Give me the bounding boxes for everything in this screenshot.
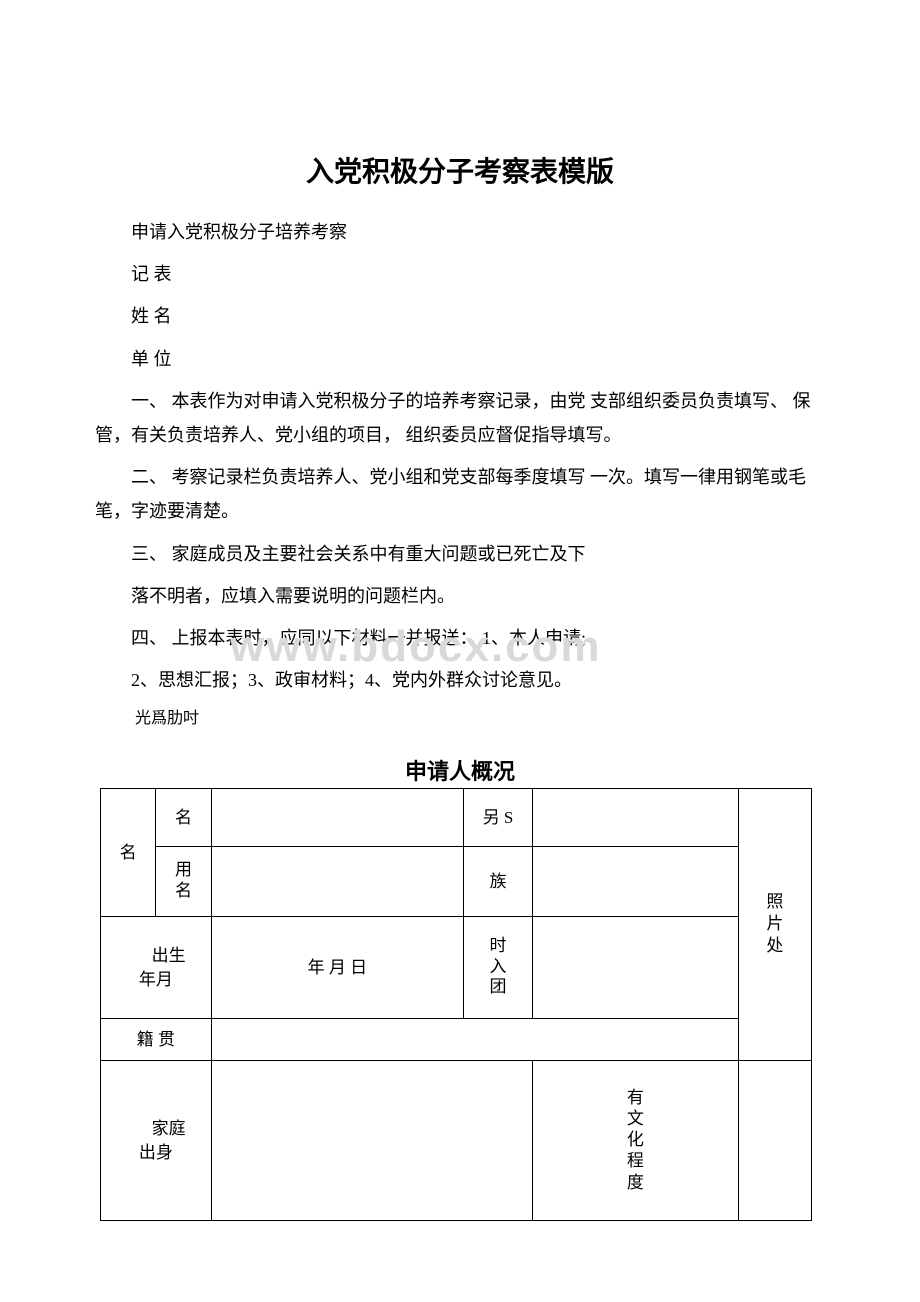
cell-usedname-label: 用名 (156, 847, 211, 917)
cell-name-value (211, 789, 463, 847)
watermark-text: www.bdocx.com (230, 622, 602, 672)
cell-ethnicity-label: 族 (464, 847, 533, 917)
instruction-1: 一、 本表作为对申请入党积极分子的培养考察记录，由党 支部组织委员负责填写、 保… (95, 384, 825, 452)
instruction-4: 落不明者，应填入需要说明的问题栏内。 (95, 579, 825, 613)
section-title-applicant: 申请人概况 (95, 754, 825, 786)
cell-native-label: 籍 贯 (101, 1019, 212, 1061)
cell-name-label: 名 (156, 789, 211, 847)
cell-league-label: 时入团 (464, 917, 533, 1019)
small-note: 光爲肋吋 (95, 705, 825, 734)
cell-alias-label: 另 S (464, 789, 533, 847)
cell-education-label: 有文化程度 (532, 1061, 738, 1221)
cell-family-value (211, 1061, 532, 1221)
intro-line-2: 记 表 (95, 257, 825, 291)
applicant-form-table: 名 名 另 S 照片处 用名 族 出生年月 年 月 日 时入团 籍 贯 家庭出身… (100, 788, 812, 1221)
document-title: 入党积极分子考察表模版 (95, 150, 825, 190)
cell-birth-value: 年 月 日 (211, 917, 463, 1019)
instruction-2: 二、 考察记录栏负责培养人、党小组和党支部每季度填写 一次。填写一律用钢笔或毛笔… (95, 460, 825, 528)
cell-usedname-value (211, 847, 463, 917)
cell-league-value (532, 917, 738, 1019)
cell-education-value (738, 1061, 811, 1221)
cell-birth-label: 出生年月 (101, 917, 212, 1019)
intro-line-3: 姓 名 (95, 299, 825, 333)
cell-name-group: 名 (101, 789, 156, 917)
intro-line-4: 单 位 (95, 342, 825, 376)
intro-line-1: 申请入党积极分子培养考察 (95, 215, 825, 249)
cell-photo: 照片处 (738, 789, 811, 1061)
cell-native-value (211, 1019, 738, 1061)
cell-family-label: 家庭出身 (101, 1061, 212, 1221)
cell-alias-value (532, 789, 738, 847)
cell-ethnicity-value (532, 847, 738, 917)
instruction-3: 三、 家庭成员及主要社会关系中有重大问题或已死亡及下 (95, 537, 825, 571)
